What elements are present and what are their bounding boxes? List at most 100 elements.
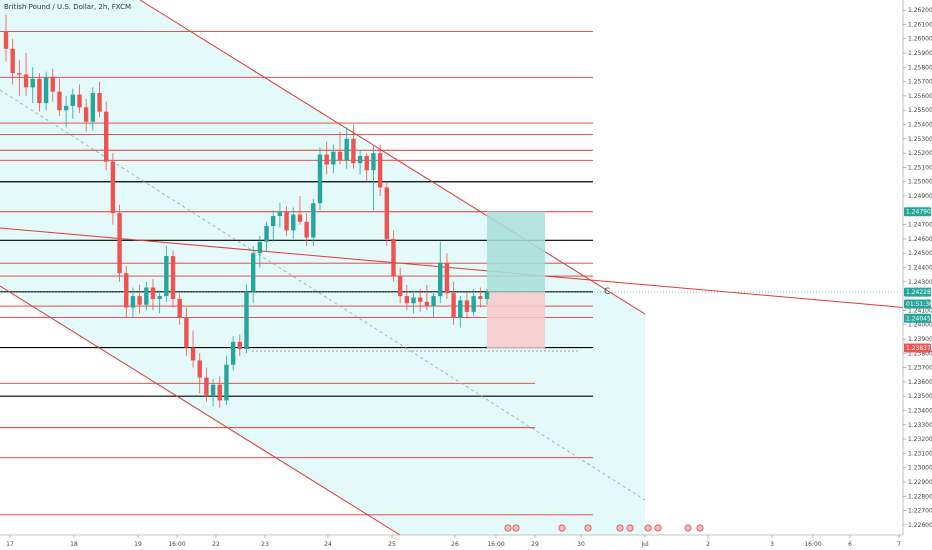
candle-body [324,154,329,165]
price-tag-label: 1.23837 [906,345,931,352]
candle-body [230,341,236,365]
event-marker[interactable] [626,524,634,532]
price-axis-bg [903,0,932,550]
candle-body [57,91,62,111]
candle-body [150,287,156,299]
price-tag-label: 1.24790 [906,209,931,216]
candle-body [197,360,202,378]
price-tick-label: 1.23500 [908,393,932,400]
trendline-lower [0,285,401,536]
candle-body [83,107,89,122]
candle-body [311,203,316,238]
price-tick-label: 1.24700 [908,222,932,229]
candle-body [30,78,35,88]
event-marker[interactable] [512,524,520,532]
candle-body [351,138,356,164]
price-tick-label: 1.23000 [908,465,932,472]
candle-body [144,287,149,305]
position-loss-zone [487,291,545,348]
event-marker[interactable] [696,524,704,532]
price-tick-label: 1.23700 [908,365,932,372]
time-tick-label: 2 [706,541,710,548]
position-profit-zone [487,211,545,292]
candle-body [210,384,216,397]
candle-body [184,317,189,348]
candle-body [404,296,410,304]
candle-body [217,384,222,401]
price-tag [904,207,931,217]
candle-body [244,291,249,349]
candle-body [478,296,483,299]
price-tick-label: 1.26200 [908,7,932,14]
candle-body [371,153,376,171]
event-marker[interactable] [504,524,512,532]
candle-body [331,151,336,165]
candle-body [237,341,243,349]
candle-body [411,297,416,304]
candle-body [484,291,490,299]
candle-body [164,256,169,297]
price-tick-label: 1.25600 [908,93,932,100]
candle-body [70,94,76,106]
candle-body [264,226,269,242]
candle-body [124,273,129,308]
candle-body [104,111,109,162]
chart-title: British Pound / U.S. Dollar, 2h, FXCM [4,3,132,11]
candle-body [444,263,450,294]
candle-body [364,155,369,171]
event-marker[interactable] [616,524,624,532]
price-tick-label: 1.25800 [908,64,932,71]
price-tick-label: 1.25500 [908,107,932,114]
trendline-flat [0,227,932,311]
time-tick-label: 22 [212,541,220,548]
event-marker[interactable] [644,524,652,532]
time-tick-label: 19 [134,541,142,548]
candle-body [177,298,182,318]
candle-body [458,300,463,318]
event-marker[interactable] [558,524,566,532]
price-tick-label: 1.22800 [908,493,932,500]
time-axis-bg [0,535,932,550]
price-tag-label: 1.24228 [906,289,931,296]
time-tick-label: 26 [451,541,459,548]
event-marker[interactable] [654,524,662,532]
candle-body [77,94,82,108]
candle-body [10,48,15,74]
price-tick-label: 1.24400 [908,265,932,272]
candle-body [357,155,363,164]
candle-body [97,93,102,112]
candle-body [37,78,42,104]
candle-body [50,77,55,92]
price-tag [904,313,931,323]
candle-body [43,77,49,104]
time-tick-label: 24 [324,541,332,548]
candle-body [63,105,69,111]
candle-body [271,216,276,227]
candle-body [284,211,289,231]
time-tick-label: 6 [848,541,852,548]
candle-body [190,347,196,361]
event-marker[interactable] [584,524,592,532]
candle-body [170,256,176,299]
price-tick-label: 1.25700 [908,79,932,86]
candle-body [297,214,303,222]
price-tick-label: 1.24600 [908,236,932,243]
candle-body [250,253,256,292]
candle-body [377,153,383,188]
price-tick-label: 1.23600 [908,379,932,386]
candle-body [464,300,470,312]
event-marker[interactable] [684,524,692,532]
price-tick-label: 1.25900 [908,50,932,57]
candle-body [3,31,9,49]
time-tick-label: 30 [577,541,585,548]
candle-body [17,73,22,75]
candle-body [204,377,209,397]
time-tick-label: 23 [261,541,269,548]
candle-body [117,213,122,274]
candle-body [337,151,343,161]
price-tick-label: 1.23400 [908,407,932,414]
annotation-label: C [604,287,610,297]
candle-body [317,154,323,204]
